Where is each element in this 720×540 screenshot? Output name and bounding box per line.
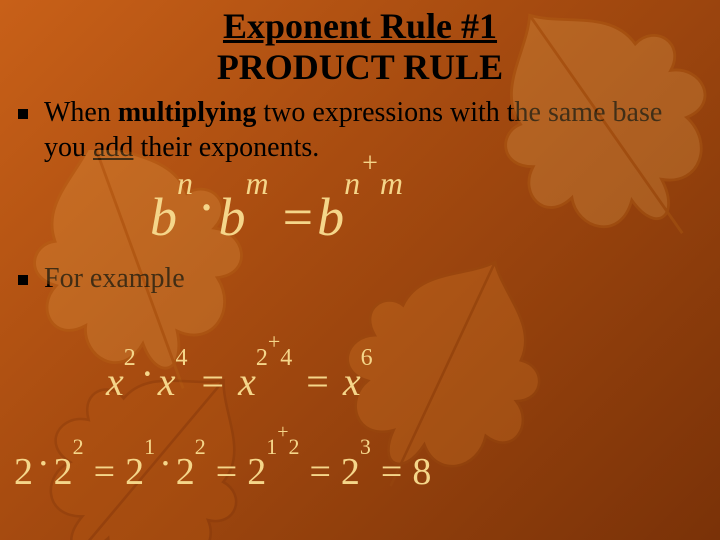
equals-icon: = <box>269 187 317 247</box>
e2-sa: 1 <box>266 434 277 459</box>
equals-icon: = <box>371 451 412 493</box>
e2-lead: 2 <box>14 451 33 493</box>
example-1-formula: x2·x4=x2+4=x6 <box>106 358 373 405</box>
mf-base2: b <box>219 187 246 247</box>
equals-icon: = <box>292 359 343 404</box>
mf-exp2: m <box>246 165 269 201</box>
e2-e2: 2 <box>195 434 206 459</box>
main-formula: bn·bm=bn+m <box>150 186 403 248</box>
equals-icon: = <box>299 451 340 493</box>
equals-icon: = <box>84 451 125 493</box>
bullet-square-icon <box>18 275 28 285</box>
example-2-formula: 2·22=21·22=21+2=23=8 <box>14 450 431 494</box>
e1-r: 6 <box>361 345 373 371</box>
plus-icon: + <box>277 421 288 443</box>
dot-icon: · <box>136 351 158 396</box>
bullet-1-pre: When <box>44 97 118 128</box>
e1-x4: x <box>343 359 361 404</box>
mf-exp1: n <box>177 165 193 201</box>
bullet-2: For example <box>0 261 720 296</box>
e2-a: 2 <box>73 434 84 459</box>
e1-x2: x <box>158 359 176 404</box>
slide: Exponent Rule #1 PRODUCT RULE When multi… <box>0 0 720 540</box>
mf-base3: b <box>317 187 344 247</box>
bullet-1-bold: multiplying <box>118 97 256 128</box>
mf-rb: m <box>380 165 403 201</box>
dot-icon: · <box>33 443 54 485</box>
mf-ra: n <box>344 165 360 201</box>
bullet-1-post: their exponents. <box>133 132 319 163</box>
e2-sb: 2 <box>288 434 299 459</box>
title-line-1: Exponent Rule #1 <box>0 6 720 47</box>
e2-cube: 3 <box>360 434 371 459</box>
e2-b4: 2 <box>247 451 266 493</box>
bullet-2-text: For example <box>44 261 185 296</box>
e2-b2: 2 <box>125 451 144 493</box>
plus-icon: + <box>268 329 280 354</box>
slide-title: Exponent Rule #1 PRODUCT RULE <box>0 0 720 89</box>
e2-e1: 1 <box>144 434 155 459</box>
equals-icon: = <box>206 451 247 493</box>
bullet-2-pre: For example <box>44 263 185 294</box>
e1-a: 2 <box>124 345 136 371</box>
title-line-2: PRODUCT RULE <box>0 47 720 88</box>
equals-icon: = <box>188 359 239 404</box>
e1-sa: 2 <box>256 345 268 371</box>
e1-sb: 4 <box>280 345 292 371</box>
dot-icon: · <box>193 177 219 237</box>
mf-base1: b <box>150 187 177 247</box>
plus-icon: + <box>360 148 380 179</box>
e2-b3: 2 <box>176 451 195 493</box>
e1-b: 4 <box>176 345 188 371</box>
e2-b5: 2 <box>341 451 360 493</box>
e1-x1: x <box>106 359 124 404</box>
dot-icon: · <box>155 443 176 485</box>
bullet-1-under: add <box>93 132 133 163</box>
e1-x3: x <box>238 359 256 404</box>
bullet-square-icon <box>18 109 28 119</box>
e2-b1: 2 <box>54 451 73 493</box>
e2-final: 8 <box>412 451 431 493</box>
